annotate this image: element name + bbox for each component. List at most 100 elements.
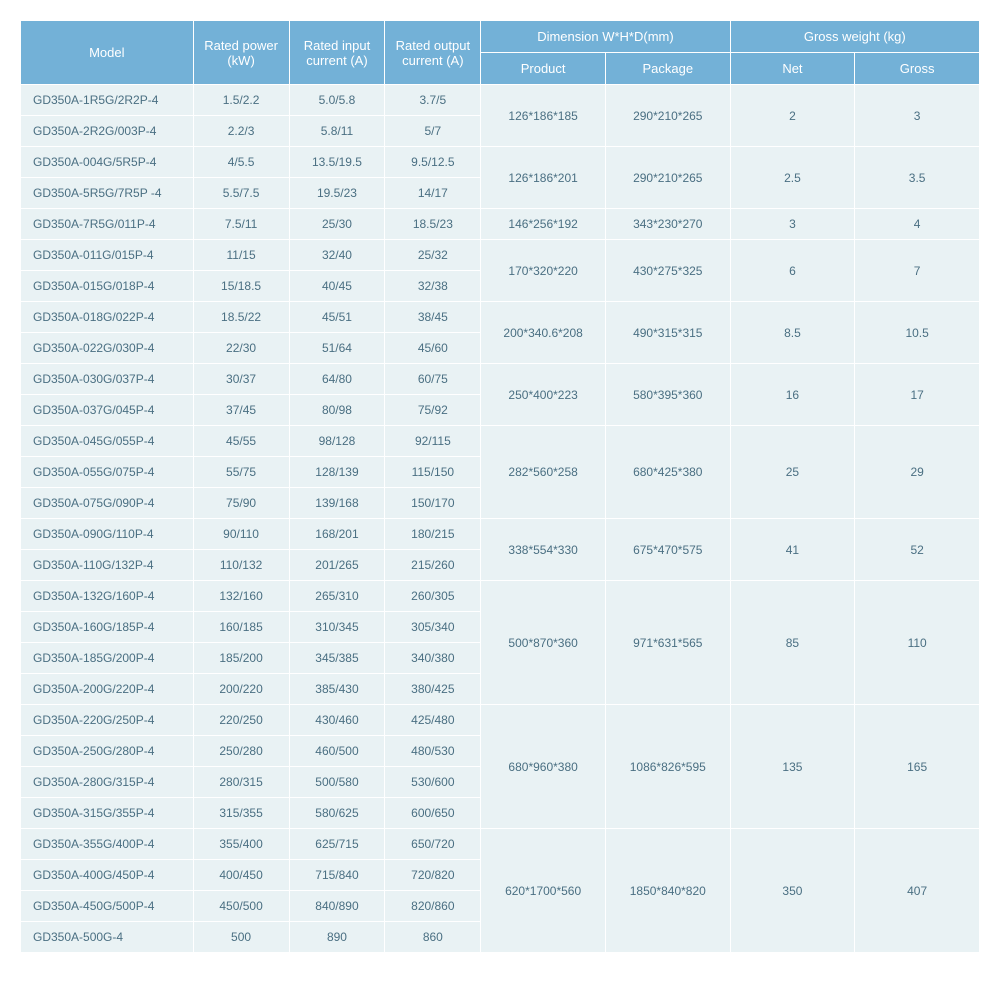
table-cell: GD350A-160G/185P-4 [21, 612, 194, 643]
table-cell: 500/580 [289, 767, 385, 798]
table-cell: 1850*840*820 [605, 829, 730, 953]
table-cell: GD350A-090G/110P-4 [21, 519, 194, 550]
table-cell: 820/860 [385, 891, 481, 922]
table-cell: 530/600 [385, 767, 481, 798]
table-cell: 92/115 [385, 426, 481, 457]
table-cell: 41 [730, 519, 855, 581]
table-cell: 3 [855, 85, 980, 147]
table-cell: 430*275*325 [605, 240, 730, 302]
table-cell: GD350A-015G/018P-4 [21, 271, 194, 302]
table-cell: 5.8/11 [289, 116, 385, 147]
table-cell: 500 [193, 922, 289, 953]
table-cell: 19.5/23 [289, 178, 385, 209]
table-cell: 890 [289, 922, 385, 953]
table-row: GD350A-018G/022P-418.5/2245/5138/45200*3… [21, 302, 980, 333]
table-cell: 52 [855, 519, 980, 581]
table-cell: 170*320*220 [481, 240, 606, 302]
table-row: GD350A-004G/5R5P-44/5.513.5/19.59.5/12.5… [21, 147, 980, 178]
table-cell: GD350A-110G/132P-4 [21, 550, 194, 581]
col-dimension-product: Product [481, 53, 606, 85]
table-cell: 310/345 [289, 612, 385, 643]
table-cell: 5.5/7.5 [193, 178, 289, 209]
col-rated-power: Rated power (kW) [193, 21, 289, 85]
table-cell: 150/170 [385, 488, 481, 519]
table-cell: 260/305 [385, 581, 481, 612]
table-cell: 11/15 [193, 240, 289, 271]
table-cell: 165 [855, 705, 980, 829]
table-cell: GD350A-185G/200P-4 [21, 643, 194, 674]
table-cell: 45/51 [289, 302, 385, 333]
table-cell: 675*470*575 [605, 519, 730, 581]
table-cell: 400/450 [193, 860, 289, 891]
table-row: GD350A-011G/015P-411/1532/4025/32170*320… [21, 240, 980, 271]
table-cell: 51/64 [289, 333, 385, 364]
table-cell: 85 [730, 581, 855, 705]
table-cell: 3.7/5 [385, 85, 481, 116]
table-cell: 250*400*223 [481, 364, 606, 426]
table-cell: GD350A-250G/280P-4 [21, 736, 194, 767]
table-cell: 430/460 [289, 705, 385, 736]
table-cell: GD350A-045G/055P-4 [21, 426, 194, 457]
col-weight-net: Net [730, 53, 855, 85]
table-cell: GD350A-075G/090P-4 [21, 488, 194, 519]
col-gross-weight-group: Gross weight (kg) [730, 21, 979, 53]
table-cell: 110/132 [193, 550, 289, 581]
table-cell: 168/201 [289, 519, 385, 550]
table-cell: 160/185 [193, 612, 289, 643]
table-cell: 265/310 [289, 581, 385, 612]
table-cell: 200/220 [193, 674, 289, 705]
table-cell: 135 [730, 705, 855, 829]
table-cell: 5.0/5.8 [289, 85, 385, 116]
table-cell: 10.5 [855, 302, 980, 364]
col-rated-output: Rated output current (A) [385, 21, 481, 85]
table-cell: 126*186*185 [481, 85, 606, 147]
table-cell: 650/720 [385, 829, 481, 860]
table-cell: 220/250 [193, 705, 289, 736]
table-cell: 680*960*380 [481, 705, 606, 829]
table-cell: 680*425*380 [605, 426, 730, 519]
table-cell: 146*256*192 [481, 209, 606, 240]
table-cell: 60/75 [385, 364, 481, 395]
table-cell: 45/60 [385, 333, 481, 364]
table-cell: 32/38 [385, 271, 481, 302]
table-cell: 40/45 [289, 271, 385, 302]
table-cell: 3 [730, 209, 855, 240]
col-weight-gross: Gross [855, 53, 980, 85]
table-cell: 17 [855, 364, 980, 426]
table-cell: 6 [730, 240, 855, 302]
table-cell: 201/265 [289, 550, 385, 581]
table-cell: GD350A-200G/220P-4 [21, 674, 194, 705]
table-cell: 425/480 [385, 705, 481, 736]
table-cell: 80/98 [289, 395, 385, 426]
table-cell: 55/75 [193, 457, 289, 488]
table-cell: GD350A-315G/355P-4 [21, 798, 194, 829]
table-cell: 7.5/11 [193, 209, 289, 240]
table-cell: 1086*826*595 [605, 705, 730, 829]
table-cell: 250/280 [193, 736, 289, 767]
table-row: GD350A-030G/037P-430/3764/8060/75250*400… [21, 364, 980, 395]
table-cell: 215/260 [385, 550, 481, 581]
table-cell: 7 [855, 240, 980, 302]
table-cell: 4/5.5 [193, 147, 289, 178]
table-cell: 2.5 [730, 147, 855, 209]
table-cell: 580/625 [289, 798, 385, 829]
table-cell: 185/200 [193, 643, 289, 674]
table-cell: GD350A-400G/450P-4 [21, 860, 194, 891]
table-cell: 450/500 [193, 891, 289, 922]
table-cell: GD350A-7R5G/011P-4 [21, 209, 194, 240]
table-cell: GD350A-132G/160P-4 [21, 581, 194, 612]
table-cell: GD350A-037G/045P-4 [21, 395, 194, 426]
table-cell: 600/650 [385, 798, 481, 829]
table-row: GD350A-1R5G/2R2P-41.5/2.25.0/5.83.7/5126… [21, 85, 980, 116]
table-cell: 343*230*270 [605, 209, 730, 240]
table-cell: 38/45 [385, 302, 481, 333]
table-cell: 305/340 [385, 612, 481, 643]
table-cell: 25 [730, 426, 855, 519]
table-cell: 13.5/19.5 [289, 147, 385, 178]
table-cell: 280/315 [193, 767, 289, 798]
table-row: GD350A-355G/400P-4355/400625/715650/7206… [21, 829, 980, 860]
table-cell: 3.5 [855, 147, 980, 209]
table-cell: 110 [855, 581, 980, 705]
table-cell: 340/380 [385, 643, 481, 674]
table-cell: 715/840 [289, 860, 385, 891]
